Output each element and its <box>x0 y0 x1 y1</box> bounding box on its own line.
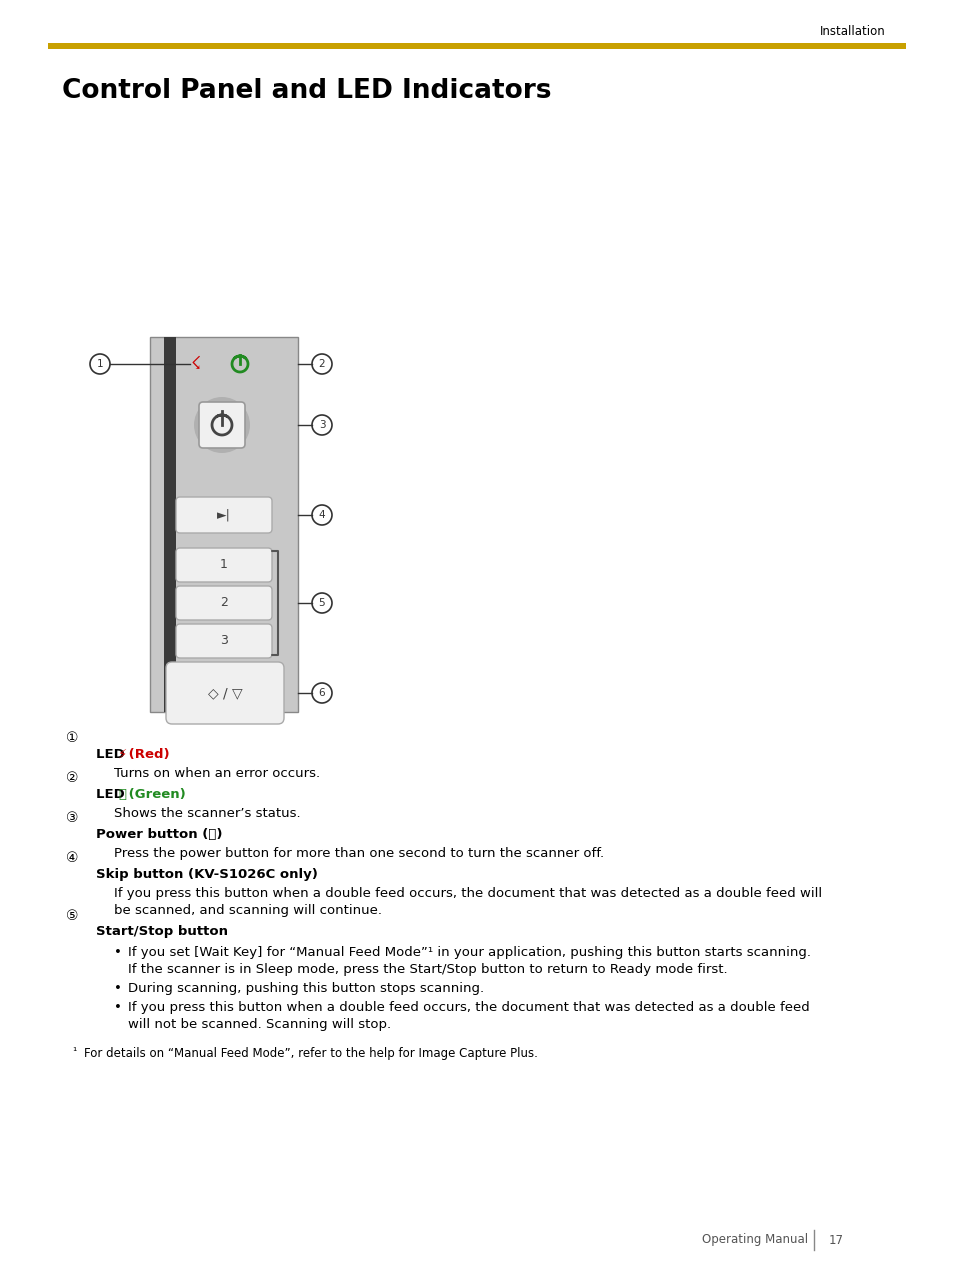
FancyBboxPatch shape <box>175 548 272 583</box>
Text: 2: 2 <box>220 597 228 609</box>
Text: ⑤: ⑤ <box>66 908 78 922</box>
Text: Shows the scanner’s status.: Shows the scanner’s status. <box>113 806 300 820</box>
Text: For details on “Manual Feed Mode”, refer to the help for Image Capture Plus.: For details on “Manual Feed Mode”, refer… <box>84 1047 537 1060</box>
Text: •: • <box>113 1001 122 1014</box>
Text: 5: 5 <box>318 598 325 608</box>
FancyBboxPatch shape <box>150 337 297 712</box>
Bar <box>48 43 905 50</box>
Text: Operating Manual: Operating Manual <box>701 1234 807 1247</box>
Text: ⚡: ⚡ <box>118 748 127 761</box>
Text: be scanned, and scanning will continue.: be scanned, and scanning will continue. <box>113 904 381 917</box>
Text: Press the power button for more than one second to turn the scanner off.: Press the power button for more than one… <box>113 847 603 860</box>
Text: Skip button (KV-S1026C only): Skip button (KV-S1026C only) <box>96 868 317 881</box>
Text: 3: 3 <box>318 420 325 430</box>
Text: •: • <box>113 982 122 995</box>
Text: ☇: ☇ <box>191 355 201 373</box>
Text: If you press this button when a double feed occurs, the document that was detect: If you press this button when a double f… <box>128 1001 809 1014</box>
Text: 2: 2 <box>318 359 325 369</box>
Text: 4: 4 <box>318 510 325 520</box>
Circle shape <box>90 354 110 374</box>
Circle shape <box>312 354 332 374</box>
Text: Installation: Installation <box>820 25 885 38</box>
Text: •: • <box>113 946 122 959</box>
Text: (Green): (Green) <box>124 787 185 801</box>
Text: Power button (⏻): Power button (⏻) <box>96 828 222 841</box>
Text: (Red): (Red) <box>124 748 169 761</box>
FancyBboxPatch shape <box>175 625 272 658</box>
Circle shape <box>312 415 332 435</box>
Circle shape <box>312 505 332 525</box>
Text: If you press this button when a double feed occurs, the document that was detect: If you press this button when a double f… <box>113 887 821 901</box>
Text: If the scanner is in Sleep mode, press the Start/Stop button to return to Ready : If the scanner is in Sleep mode, press t… <box>128 963 727 976</box>
Text: LED: LED <box>96 787 130 801</box>
Text: ④: ④ <box>66 851 78 865</box>
Text: 6: 6 <box>318 688 325 698</box>
FancyBboxPatch shape <box>175 497 272 533</box>
Text: ②: ② <box>66 772 78 786</box>
Text: If you set [Wait Key] for “Manual Feed Mode”¹ in your application, pushing this : If you set [Wait Key] for “Manual Feed M… <box>128 946 810 959</box>
Text: Start/Stop button: Start/Stop button <box>96 925 228 937</box>
Text: will not be scanned. Scanning will stop.: will not be scanned. Scanning will stop. <box>128 1018 391 1032</box>
Text: During scanning, pushing this button stops scanning.: During scanning, pushing this button sto… <box>128 982 483 995</box>
Text: ¹: ¹ <box>71 1047 76 1057</box>
Circle shape <box>193 397 250 453</box>
Text: Turns on when an error occurs.: Turns on when an error occurs. <box>113 767 320 780</box>
Bar <box>164 337 175 712</box>
Text: ⏻: ⏻ <box>118 787 126 801</box>
FancyBboxPatch shape <box>199 402 245 448</box>
Text: 1: 1 <box>96 359 103 369</box>
FancyBboxPatch shape <box>175 586 272 619</box>
FancyBboxPatch shape <box>166 661 284 724</box>
Text: ①: ① <box>66 731 78 745</box>
Text: LED: LED <box>96 748 130 761</box>
Text: ③: ③ <box>66 812 78 826</box>
Text: 1: 1 <box>220 558 228 571</box>
Text: ►|: ►| <box>217 509 231 522</box>
Text: Control Panel and LED Indicators: Control Panel and LED Indicators <box>62 78 551 104</box>
Text: 3: 3 <box>220 635 228 647</box>
Text: ◇ / ▽: ◇ / ▽ <box>208 686 242 700</box>
Circle shape <box>312 593 332 613</box>
Circle shape <box>312 683 332 703</box>
Text: 17: 17 <box>827 1234 842 1247</box>
